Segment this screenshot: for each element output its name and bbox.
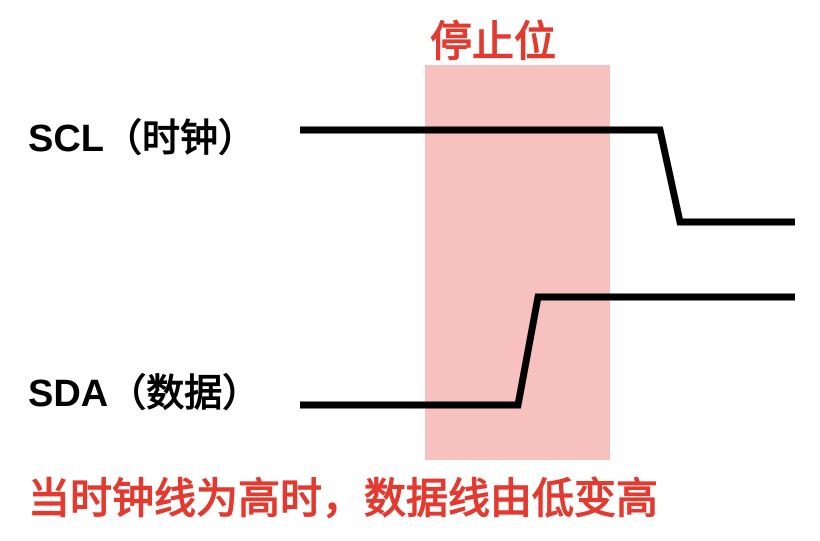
diagram-caption: 当时钟线为高时，数据线由低变高 xyxy=(28,465,658,526)
signal-waveforms xyxy=(0,0,820,541)
scl-label: SCL（时钟） xyxy=(28,107,256,162)
diagram-title: 停止位 xyxy=(430,8,556,69)
stop-bit-highlight xyxy=(425,65,610,460)
diagram-container: 停止位 SCL（时钟） SDA（数据） 当时钟线为高时，数据线由低变高 xyxy=(0,0,820,541)
sda-label: SDA（数据） xyxy=(28,362,260,417)
